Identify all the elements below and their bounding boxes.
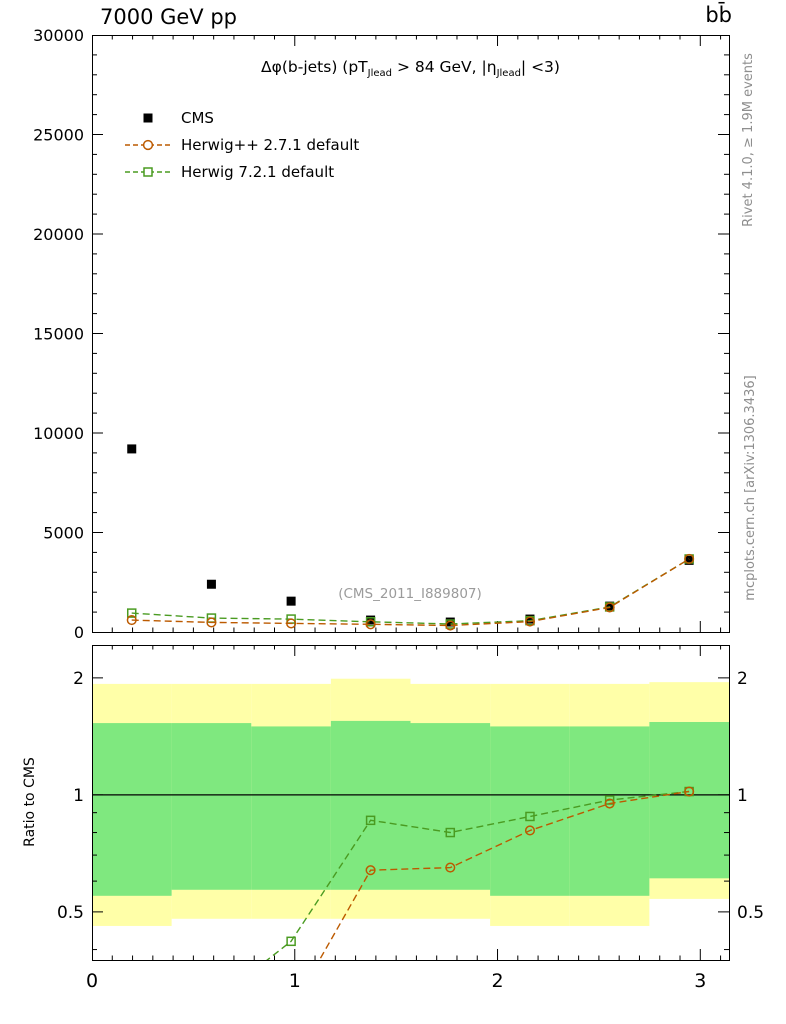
herwigpp-dashed-circle-icon <box>125 139 171 150</box>
ratio-axis-title: Ratio to CMS <box>22 757 38 847</box>
ratio-frame <box>92 645 730 961</box>
data-point <box>127 444 137 454</box>
legend-label-herwig7: Herwig 7.2.1 default <box>181 162 335 181</box>
main-y-tick-label: 15000 <box>33 325 84 344</box>
ratio-y-tick-label-right: 0.5 <box>737 903 764 923</box>
data-point <box>684 553 695 565</box>
data-point <box>525 614 535 624</box>
mcplots-credit-label: mcplots.cern.ch [arXiv:1306.3436] <box>743 375 758 601</box>
analysis-id-watermark: (CMS_2011_I889807) <box>338 586 482 602</box>
band-green-bin <box>649 721 729 879</box>
main-y-tick-label: 0 <box>74 623 84 642</box>
x-tick-label: 0 <box>86 970 98 992</box>
x-tick-label: 1 <box>289 970 301 992</box>
data-point <box>445 862 456 873</box>
main-y-tick-label: 10000 <box>33 424 84 443</box>
data-point <box>445 617 455 627</box>
band-green-bin <box>569 726 650 896</box>
rivet-version-label: Rivet 4.1.0, ≥ 1.9M events <box>741 53 756 227</box>
observable-title-part1: Δφ(b-jets) (pT <box>261 58 368 76</box>
data-point <box>684 786 695 797</box>
data-point <box>525 811 535 822</box>
tick-labels: 0 5000 10000 15000 20000 25000 30000 0.5 0.5 1 1 2 2… <box>33 26 764 992</box>
ratio-y-tick-label-right: 1 <box>737 786 748 806</box>
band-green-bin <box>410 723 491 890</box>
observable-title-part3: | <3) <box>520 58 560 76</box>
main-y-tick-label: 20000 <box>33 225 84 244</box>
legend-item-herwig7: Herwig 7.2.1 default <box>124 158 359 185</box>
data-point <box>604 602 615 613</box>
data-point <box>126 615 137 626</box>
beam-energy-title: 7000 GeV pp <box>100 5 238 29</box>
band-green-bin <box>330 720 411 890</box>
herwig7-dashed-square-icon <box>125 166 171 177</box>
data-point <box>445 827 456 838</box>
main-series-herwigpp <box>126 553 695 631</box>
cms-filled-square-icon <box>143 113 153 122</box>
data-point <box>524 825 536 836</box>
ratio-y-tick-label-left: 1 <box>73 786 84 806</box>
x-tick-label: 2 <box>491 970 503 992</box>
observable-title-part2: > 84 GeV, |η <box>392 58 497 76</box>
legend-item-cms: CMS <box>124 104 359 131</box>
main-y-tick-label: 5000 <box>43 524 84 543</box>
legend: CMS Herwig++ 2.7.1 default Herwig 7.2.1 … <box>124 104 359 185</box>
process-title: bb̄ <box>705 3 732 27</box>
data-point <box>206 617 217 628</box>
legend-item-herwigpp: Herwig++ 2.7.1 default <box>124 131 359 158</box>
data-point <box>365 865 376 876</box>
data-point <box>286 618 297 629</box>
main-y-tick-label: 30000 <box>33 26 84 45</box>
observable-title: Δφ(b-jets) (pTJlead > 84 GeV, |ηJlead| <… <box>92 58 729 79</box>
data-point <box>365 619 376 630</box>
data-point <box>445 620 456 631</box>
ratio-series-herwigpp <box>287 786 695 1014</box>
data-point <box>524 616 536 627</box>
band-green-bin <box>251 726 331 890</box>
ratio-y-tick-label-left: 0.5 <box>57 903 84 923</box>
data-point <box>604 798 615 809</box>
band-green-bin <box>171 723 252 890</box>
observable-title-sub1: Jlead <box>367 68 393 80</box>
data-point <box>126 608 137 618</box>
ratio-y-tick-label-left: 2 <box>73 669 84 689</box>
band-green-bin <box>92 723 172 896</box>
data-point <box>286 936 296 947</box>
data-point <box>206 579 216 589</box>
ratio-y-tick-label-right: 2 <box>737 669 748 689</box>
legend-label-cms: CMS <box>181 108 214 127</box>
legend-label-herwigpp: Herwig++ 2.7.1 default <box>181 135 360 154</box>
data-point <box>286 596 296 606</box>
x-tick-label: 3 <box>694 970 706 992</box>
data-point <box>287 1005 296 1014</box>
main-y-tick-label: 25000 <box>33 126 84 145</box>
data-point <box>365 815 376 826</box>
data-point <box>684 555 694 565</box>
main-frame <box>92 35 730 633</box>
ratio-uncertainty-bands <box>92 678 729 926</box>
observable-title-sub2: Jlead <box>496 68 521 80</box>
data-point <box>207 1000 215 1008</box>
